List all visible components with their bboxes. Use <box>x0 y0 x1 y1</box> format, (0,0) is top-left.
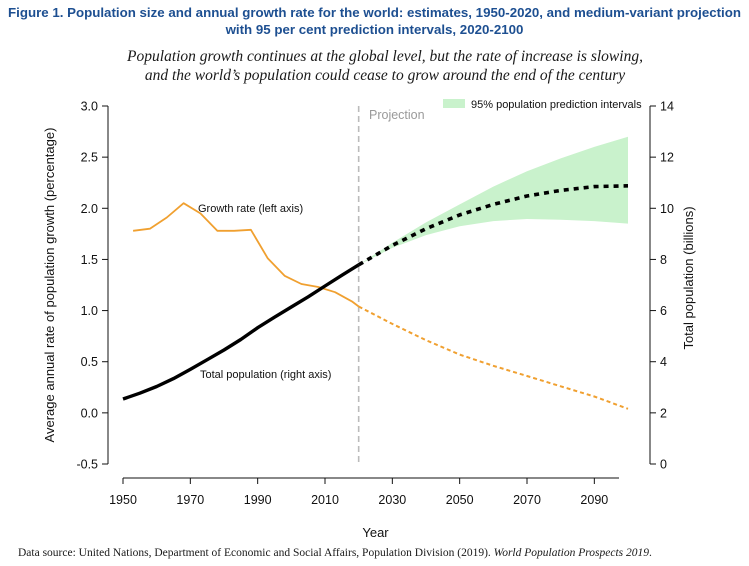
projection-label: Projection <box>369 108 425 122</box>
x-tick-label: 2070 <box>513 493 541 507</box>
left-tick-label: 1.5 <box>81 253 98 267</box>
right-tick-label: 6 <box>660 304 667 318</box>
total-population-projection-line <box>357 184 629 267</box>
x-tick-label: 2050 <box>446 493 474 507</box>
total-population-estimate-line <box>122 263 360 401</box>
right-axis-title: Total population (billions) <box>681 206 696 349</box>
subtitle-line-2: and the world’s population could cease t… <box>144 67 626 84</box>
growth-rate-annotation: Growth rate (left axis) <box>198 203 303 215</box>
left-tick-label: 2.0 <box>81 202 98 216</box>
left-tick-label: 0.0 <box>81 406 98 420</box>
axes-layer: -0.5 0.0 0.5 1.0 1.5 2.0 2.5 3.0 0 2 4 6 8 10 12 14 1950… <box>76 100 673 508</box>
population-chart: -0.5 0.0 0.5 1.0 1.5 2.0 2.5 3.0 0 2 4 6 8 10 12 14 1950… <box>42 99 696 540</box>
figure-subtitle: Population growth continues at the globa… <box>60 47 710 85</box>
right-tick-label: 4 <box>660 355 667 369</box>
left-tick-label: 3.0 <box>81 100 98 114</box>
source-end: . <box>649 547 652 559</box>
legend-swatch <box>443 99 465 108</box>
left-tick-label: -0.5 <box>76 458 98 472</box>
x-tick-label: 2010 <box>311 493 339 507</box>
x-tick-label: 2030 <box>378 493 406 507</box>
series-layer <box>122 184 629 410</box>
right-tick-label: 12 <box>660 151 674 165</box>
prediction-interval-band <box>358 136 628 265</box>
left-tick-label: 1.0 <box>81 304 98 318</box>
left-tick-label: 2.5 <box>81 151 98 165</box>
total-population-annotation: Total population (right axis) <box>200 369 331 381</box>
x-axis-title: Year <box>362 525 389 540</box>
x-tick-label: 1990 <box>244 493 272 507</box>
right-tick-label: 0 <box>660 458 667 472</box>
x-tick-label: 2090 <box>580 493 608 507</box>
right-tick-label: 10 <box>660 202 674 216</box>
right-tick-label: 8 <box>660 253 667 267</box>
x-tick-label: 1970 <box>176 493 204 507</box>
legend-label: 95% population prediction intervals <box>471 99 642 111</box>
prediction-interval-layer <box>358 136 628 265</box>
left-axis-title: Average annual rate of population growth… <box>42 128 57 443</box>
source-text: Data source: United Nations, Department … <box>18 547 494 559</box>
growth-rate-projection-line <box>358 305 629 410</box>
left-tick-label: 0.5 <box>81 355 98 369</box>
subtitle-line-1: Population growth continues at the globa… <box>127 48 643 65</box>
chart-text-layer: Year Average annual rate of population gr… <box>42 99 696 540</box>
source-publication: World Population Prospects 2019 <box>493 547 650 559</box>
x-tick-label: 1950 <box>109 493 137 507</box>
figure-title: Figure 1. Population size and annual gro… <box>8 5 741 37</box>
right-tick-label: 14 <box>660 100 674 114</box>
data-source-note: Data source: United Nations, Department … <box>18 547 738 559</box>
right-tick-label: 2 <box>660 406 667 420</box>
growth-rate-estimate-line <box>132 202 360 308</box>
